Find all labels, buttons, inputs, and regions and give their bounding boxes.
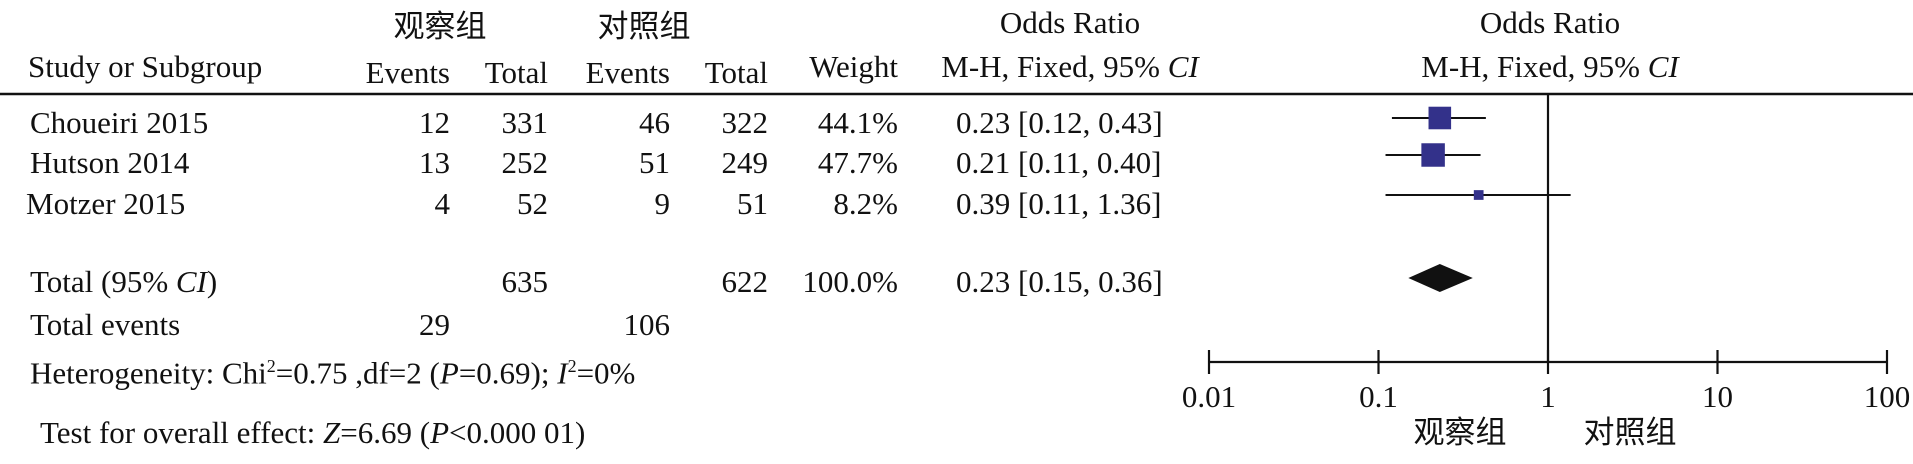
study-square: [1421, 143, 1445, 167]
weight-cell: 47.7%: [817, 145, 898, 180]
total-or-ci: 0.23 [0.15, 0.36]: [956, 264, 1163, 299]
x-tick-label: 10: [1702, 379, 1733, 414]
events2-cell: 9: [654, 186, 671, 221]
total-weight: 100.0%: [802, 264, 898, 299]
study-name: Motzer 2015: [26, 186, 186, 221]
total-events1: 29: [419, 307, 450, 342]
total2-cell: 249: [721, 145, 769, 180]
plot-column-title: Odds Ratio: [1479, 5, 1621, 40]
or-column-title: Odds Ratio: [999, 5, 1141, 40]
events2-cell: 51: [639, 145, 670, 180]
x-tick-label: 1: [1540, 379, 1556, 414]
heterogeneity-text: Heterogeneity: Chi2=0.75 ,df=2 (P=0.69);…: [30, 355, 636, 391]
x-tick-label: 100: [1864, 379, 1911, 414]
events1-cell: 13: [419, 145, 450, 180]
or-method-header: M-H, Fixed, 95% CI: [941, 49, 1199, 84]
weight-cell: 8.2%: [833, 186, 898, 221]
total1-cell: 52: [517, 186, 548, 221]
x-tick-label: 0.01: [1182, 379, 1236, 414]
or-ci-cell: 0.23 [0.12, 0.43]: [956, 105, 1163, 140]
total1-cell: 252: [501, 145, 549, 180]
total2-header: Total: [704, 55, 768, 90]
events1-cell: 12: [419, 105, 450, 140]
weight-cell: 44.1%: [817, 105, 898, 140]
favours-right-label: 对照组: [1583, 415, 1677, 450]
total1-cell: 331: [501, 105, 549, 140]
total2-sum: 622: [721, 264, 769, 299]
study-column-header: Study or Subgroup: [28, 49, 263, 84]
total-label: Total (95% CI): [30, 264, 218, 299]
weight-header: Weight: [809, 49, 898, 84]
or-ci-cell: 0.21 [0.11, 0.40]: [956, 145, 1162, 180]
x-tick-label: 0.1: [1359, 379, 1398, 414]
events1-header: Events: [365, 55, 450, 90]
total2-cell: 51: [737, 186, 768, 221]
study-name: Hutson 2014: [30, 145, 190, 180]
plot-method-header: M-H, Fixed, 95% CI: [1421, 49, 1679, 84]
or-ci-cell: 0.39 [0.11, 1.36]: [956, 186, 1162, 221]
total2-cell: 322: [721, 105, 769, 140]
group2-header: 对照组: [597, 9, 691, 44]
total1-header: Total: [484, 55, 548, 90]
study-square: [1428, 106, 1452, 130]
events2-header: Events: [585, 55, 670, 90]
favours-left-label: 观察组: [1413, 415, 1507, 450]
study-name: Choueiri 2015: [30, 105, 209, 140]
study-square: [1473, 190, 1484, 200]
group1-header: 观察组: [393, 9, 487, 44]
events2-cell: 46: [639, 105, 670, 140]
total-events-label: Total events: [30, 307, 181, 342]
total1-sum: 635: [501, 264, 549, 299]
total-events2: 106: [623, 307, 671, 342]
events1-cell: 4: [434, 186, 451, 221]
overall-effect-text: Test for overall effect: Z=6.69 (P<0.000…: [40, 415, 586, 450]
pooled-diamond: [1408, 264, 1473, 292]
